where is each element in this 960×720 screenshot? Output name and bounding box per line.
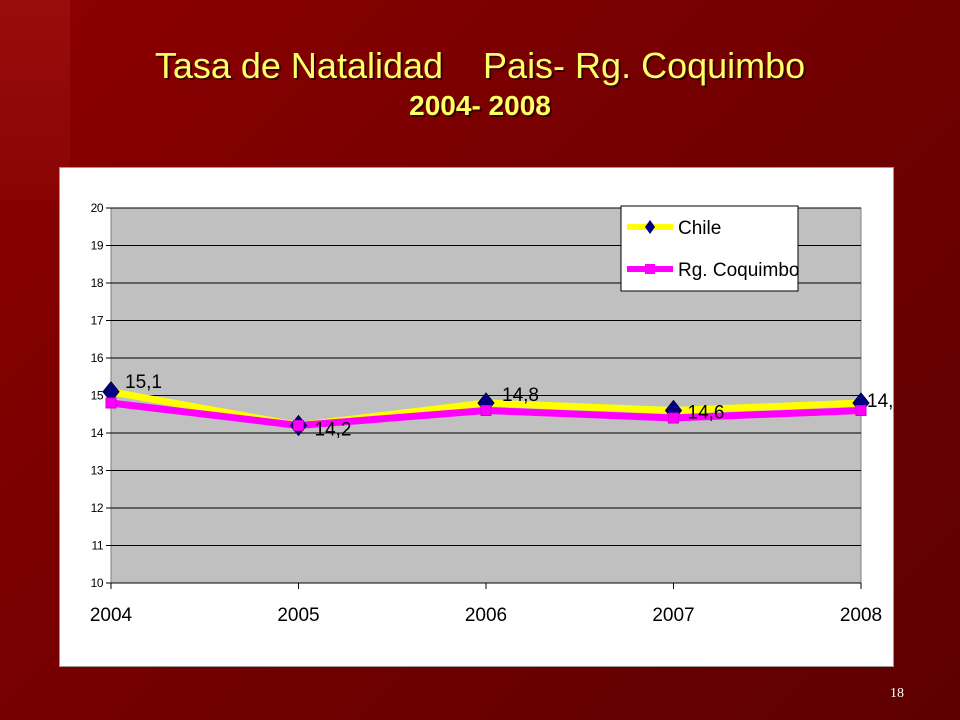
y-tick-label-0: 10 (91, 576, 104, 590)
data-label-chile-1: 14,2 (315, 420, 352, 441)
legend-box (620, 205, 799, 292)
legend-marker-1 (645, 264, 655, 274)
y-tick-label-8: 18 (91, 276, 104, 290)
data-label-chile-3: 14,6 (688, 403, 725, 424)
y-tick-label-4: 14 (91, 426, 104, 440)
y-tick-label-7: 17 (91, 314, 104, 328)
data-label-chile-4: 14,8 (867, 391, 893, 412)
y-tick-label-10: 20 (91, 201, 104, 215)
slide-number: 18 (890, 686, 904, 701)
y-tick-label-6: 16 (91, 351, 104, 365)
marker-coquimbo-3 (668, 412, 679, 424)
chart-area: 10 11 12 13 14 15 16 17 18 19 20 2004 2005 2006 2007 20… (59, 167, 894, 667)
x-tick-label-0: 2004 (90, 605, 133, 626)
x-tick-label-3: 2007 (652, 605, 694, 626)
data-label-chile-2: 14,8 (502, 385, 539, 406)
legend-marker-0 (645, 220, 655, 234)
x-tick-label-4: 2008 (840, 605, 882, 626)
marker-coquimbo-2 (480, 405, 492, 416)
marker-coquimbo-4 (855, 405, 867, 416)
line-chart: 10 11 12 13 14 15 16 17 18 19 20 2004 2005 2006 2007 20… (90, 201, 893, 626)
y-tick-label-2: 12 (91, 501, 104, 515)
title-line-1: Tasa de Natalidad Pais- Rg. Coquimbo (154, 45, 806, 86)
slide-title: Tasa de Natalidad Pais- Rg. Coquimbo 200… (0, 44, 960, 124)
x-tick-label-2: 2006 (465, 605, 507, 626)
marker-coquimbo-1 (293, 420, 304, 431)
legend-label-0: Chile (678, 218, 721, 239)
y-tick-label-9: 19 (91, 239, 104, 253)
y-tick-label-5: 15 (91, 389, 104, 403)
y-tick-label-3: 13 (91, 464, 104, 478)
y-tick-label-1: 11 (92, 539, 104, 553)
background-corner (0, 0, 70, 200)
legend-label-1: Rg. Coquimbo (678, 260, 799, 281)
x-tick-label-1: 2005 (277, 605, 319, 626)
data-label-chile-0: 15,1 (125, 372, 162, 393)
title-line-2: 2004- 2008 (409, 90, 551, 121)
marker-coquimbo-0 (105, 397, 117, 409)
